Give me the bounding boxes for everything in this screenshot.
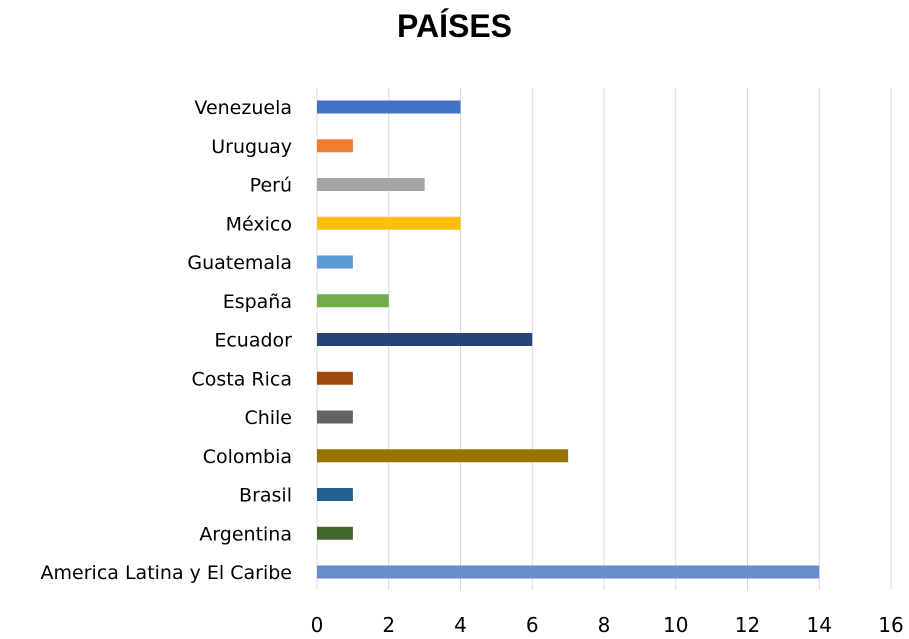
x-tick-label: 10 xyxy=(663,613,688,637)
category-label: Costa Rica xyxy=(192,368,293,390)
category-label: Argentina xyxy=(199,523,292,545)
bar xyxy=(317,178,425,191)
x-tick-label: 16 xyxy=(878,613,903,637)
bar xyxy=(317,410,353,424)
bar xyxy=(317,371,353,385)
bar xyxy=(317,449,569,463)
x-tick-label: 14 xyxy=(807,613,832,637)
chart-title: PAÍSES xyxy=(397,8,512,44)
category-label: España xyxy=(223,291,292,313)
x-tick-label: 0 xyxy=(311,613,324,637)
bar xyxy=(317,216,461,230)
x-tick-label: 8 xyxy=(598,613,611,637)
x-tick-label: 4 xyxy=(454,613,467,637)
category-label: America Latina y El Caribe xyxy=(41,562,292,584)
bar xyxy=(317,100,461,114)
bar xyxy=(317,565,820,579)
bar xyxy=(317,255,353,269)
category-label: Chile xyxy=(244,407,292,429)
bar xyxy=(317,526,353,540)
x-tick-label: 2 xyxy=(382,613,395,637)
bar xyxy=(317,294,389,308)
bar xyxy=(317,139,353,153)
category-label: Brasil xyxy=(239,485,292,507)
category-label: Colombia xyxy=(203,446,292,468)
category-label: Venezuela xyxy=(194,97,292,119)
bar xyxy=(317,333,533,346)
category-label: Guatemala xyxy=(187,252,292,274)
x-tick-label: 6 xyxy=(526,613,539,637)
category-label: México xyxy=(226,213,292,235)
x-tick-label: 12 xyxy=(735,613,760,637)
category-label: Ecuador xyxy=(214,330,292,352)
category-label: Perú xyxy=(250,175,292,197)
bar xyxy=(317,488,353,501)
category-label: Uruguay xyxy=(211,136,292,158)
